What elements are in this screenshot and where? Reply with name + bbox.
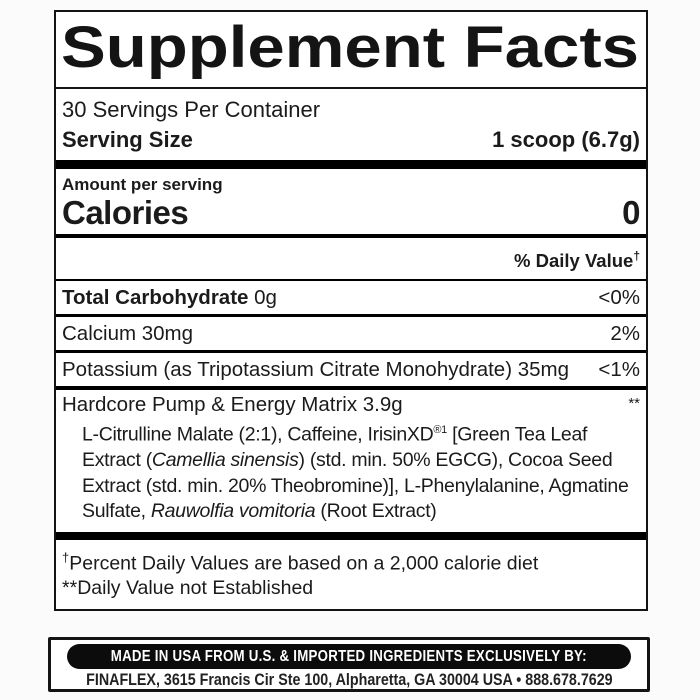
supplement-facts-title: Supplement Facts [61,17,639,79]
ingredients-text: (Root Extract) [315,500,437,523]
footnote-marker: ** [62,577,78,600]
nutrient-row-total-carbohydrate: Total Carbohydrate 0g <0% [56,281,646,314]
footnotes-section: †Percent Daily Values are based on a 2,0… [56,540,646,610]
footnote-text: Percent Daily Values are based on a 2,00… [69,552,539,575]
nutrient-name: Potassium (as Tripotassium Citrate Monoh… [62,358,569,381]
ingredients-text: ) (std. min. 50% EGCG), Cocoa Seed Extra… [82,449,629,523]
nutrient-name-bold: Total Carbohydrate [62,286,249,310]
divider-row-thick [56,386,646,391]
daily-value-header: % Daily Value† [56,238,646,279]
divider-row [56,350,646,354]
footnote-not-established: **Daily Value not Established [62,576,640,601]
footnote-daily-values: †Percent Daily Values are based on a 2,0… [62,545,640,577]
botanical-name-italic: Camellia sinensis [151,449,299,472]
divider-row [56,314,646,318]
serving-size-label: Serving Size [62,127,193,152]
servings-per-container: 30 Servings Per Container [62,97,321,122]
nutrient-name-rest: Potassium (as Tripotassium Citrate Monoh… [62,358,570,382]
matrix-name: Hardcore Pump & Energy Matrix 3.9g [62,393,403,417]
ingredients-text: L-Citrulline Malate (2:1), Caffeine, Iri… [82,423,434,446]
made-in-usa-text: MADE IN USA FROM U.S. & IMPORTED INGREDI… [110,647,588,665]
manufacturer-box: MADE IN USA FROM U.S. & IMPORTED INGREDI… [48,637,650,692]
made-in-usa-pill: MADE IN USA FROM U.S. & IMPORTED INGREDI… [67,644,631,669]
nutrient-name: Total Carbohydrate 0g [62,286,277,309]
thick-divider-top [56,160,646,169]
serving-size-value: 1 scoop (6.7g) [492,127,640,152]
dagger-marker: † [633,249,640,263]
nutrient-row-calcium: Calcium 30mg 2% [56,317,646,350]
matrix-daily-value-marker: ** [628,395,640,413]
divider-thin [56,279,646,282]
footnote-text: Daily Value not Established [77,577,314,600]
serving-size-row: Serving Size 1 scoop (6.7g) [56,123,646,160]
ingredients-text: [Green Tea Leaf Extract ( [82,423,588,472]
calories-value: 0 [622,194,640,231]
supplement-facts-panel: Supplement Facts 30 Servings Per Contain… [54,10,648,612]
calories-label: Calories [62,194,189,231]
nutrient-daily-value: <0% [598,286,640,310]
nutrient-daily-value: 2% [610,322,640,346]
title-svg: Supplement Facts [61,15,639,80]
thick-divider-bottom [56,531,646,540]
matrix-row: Hardcore Pump & Energy Matrix 3.9g ** [56,390,646,417]
amount-per-serving-label: Amount per serving [62,175,223,194]
footnote-marker: † [62,549,70,565]
nutrient-name: Calcium 30mg [62,322,193,345]
matrix-ingredients: L-Citrulline Malate (2:1), Caffeine, Iri… [56,417,646,532]
manufacturer-address: FINAFLEX, 3615 Francis Cir Ste 100, Alph… [85,670,613,689]
divider-under-calories [56,234,646,238]
trademark-superscript: ®1 [433,424,447,437]
nutrient-daily-value: <1% [598,358,640,382]
botanical-name-italic: Rauwolfia vomitoria [150,500,316,523]
nutrient-name-rest: 0g [248,286,277,310]
manufacturer-address-row: FINAFLEX, 3615 Francis Cir Ste 100, Alph… [51,670,647,690]
calories-row: Calories 0 [56,195,646,234]
nutrient-name-rest: Calcium 30mg [62,322,194,346]
title-row: Supplement Facts [56,12,646,89]
daily-value-header-text: % Daily Value [514,250,634,272]
nutrient-row-potassium: Potassium (as Tripotassium Citrate Monoh… [56,353,646,386]
